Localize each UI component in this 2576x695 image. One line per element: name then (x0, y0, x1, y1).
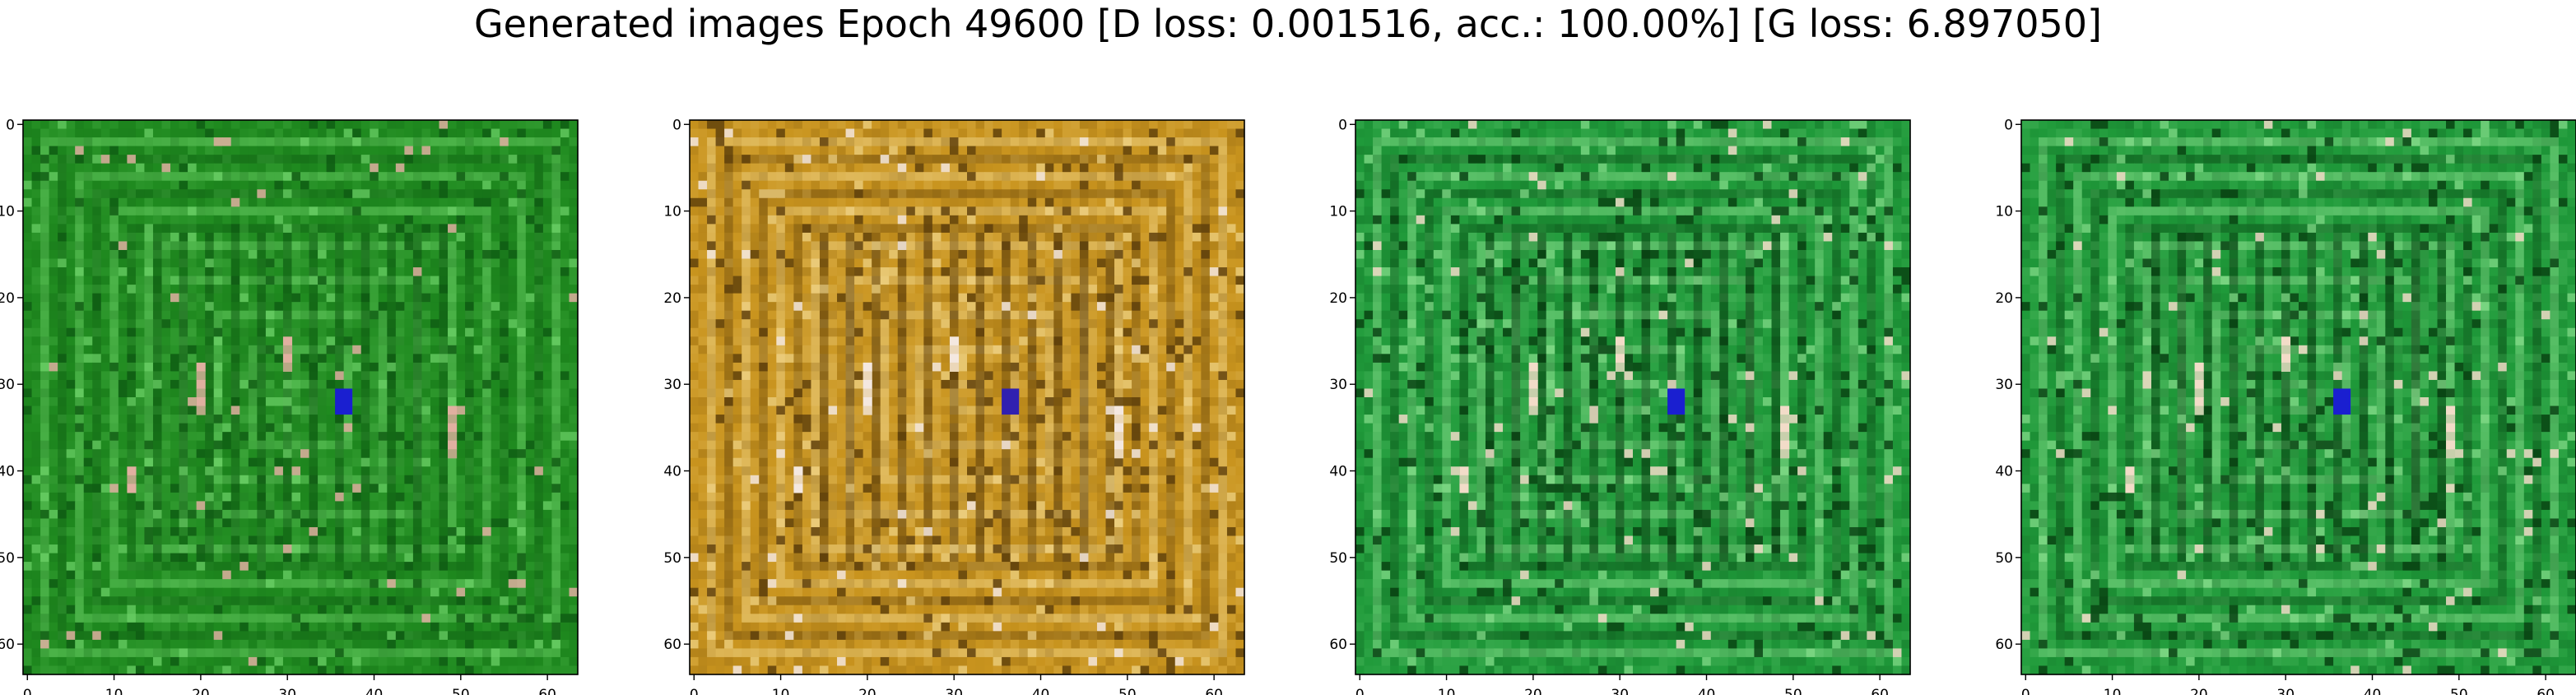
generated-image-4 (2021, 120, 2576, 675)
x-tick-label: 30 (945, 687, 963, 695)
x-tick-label: 50 (2450, 687, 2468, 695)
x-tick-label: 40 (1032, 687, 1050, 695)
x-tick-label: 10 (772, 687, 790, 695)
x-tick-label: 0 (23, 687, 32, 695)
y-tick-label: 20 (663, 290, 681, 307)
y-tick-label: 40 (1329, 464, 1347, 480)
axes-frame (689, 119, 1245, 675)
x-tick-label: 0 (690, 687, 699, 695)
y-tick-label: 10 (0, 204, 15, 220)
x-tick-label: 30 (1611, 687, 1629, 695)
y-tick-label: 60 (663, 637, 681, 653)
x-tick-label: 20 (2190, 687, 2208, 695)
axes-frame (2020, 119, 2576, 675)
y-tick-label: 20 (1329, 290, 1347, 307)
y-tick-label: 50 (1329, 550, 1347, 567)
subplot-2: 0 10 20 30 40 50 60 0 10 20 30 40 50 60 (663, 117, 1245, 695)
generated-image-3 (1355, 120, 1911, 675)
y-tick-label: 0 (2004, 117, 2013, 133)
x-tick-label: 40 (1698, 687, 1716, 695)
generated-image-1 (23, 120, 579, 675)
y-tick-label: 30 (663, 377, 681, 393)
subplot-1: 0 10 20 30 40 50 60 0 10 20 30 40 50 60 (0, 117, 579, 695)
y-tick-label: 0 (6, 117, 15, 133)
x-tick-label: 20 (1524, 687, 1542, 695)
y-tick-label: 50 (663, 550, 681, 567)
generated-image-2 (690, 120, 1245, 675)
subplot-3: 0 10 20 30 40 50 60 0 10 20 30 40 50 60 (1329, 117, 1911, 695)
y-tick-label: 60 (1995, 637, 2013, 653)
y-tick-label: 20 (1995, 290, 2013, 307)
y-tick-label: 10 (663, 204, 681, 220)
x-tick-label: 30 (2276, 687, 2295, 695)
y-tick-label: 40 (663, 464, 681, 480)
x-tick-label: 60 (1871, 687, 1889, 695)
y-tick-label: 20 (0, 290, 15, 307)
x-tick-label: 40 (365, 687, 384, 695)
x-tick-label: 60 (538, 687, 556, 695)
axes-frame (22, 119, 579, 675)
y-tick-label: 0 (672, 117, 681, 133)
y-tick-label: 50 (1995, 550, 2013, 567)
x-tick-label: 50 (1118, 687, 1137, 695)
x-tick-label: 20 (858, 687, 876, 695)
x-tick-label: 40 (2364, 687, 2382, 695)
y-tick-label: 10 (1995, 204, 2013, 220)
figure-title: Generated images Epoch 49600 [D loss: 0.… (473, 2, 2103, 46)
x-tick-label: 0 (2021, 687, 2030, 695)
x-tick-label: 50 (1784, 687, 1802, 695)
x-tick-label: 10 (1438, 687, 1456, 695)
y-tick-label: 30 (1995, 377, 2013, 393)
x-tick-label: 0 (1355, 687, 1365, 695)
x-tick-label: 60 (1205, 687, 1223, 695)
y-tick-label: 60 (0, 637, 15, 653)
x-tick-label: 50 (452, 687, 470, 695)
x-tick-label: 60 (2536, 687, 2555, 695)
y-tick-label: 0 (1338, 117, 1347, 133)
y-tick-label: 30 (0, 377, 15, 393)
x-tick-label: 20 (192, 687, 210, 695)
subplot-4: 0 10 20 30 40 50 60 0 10 20 30 40 50 60 (1995, 117, 2576, 695)
y-tick-label: 40 (0, 464, 15, 480)
y-tick-label: 30 (1329, 377, 1347, 393)
y-tick-label: 10 (1329, 204, 1347, 220)
x-tick-label: 10 (2104, 687, 2122, 695)
x-tick-label: 10 (105, 687, 123, 695)
y-tick-label: 40 (1995, 464, 2013, 480)
axes-frame (1355, 119, 1911, 675)
y-tick-label: 50 (0, 550, 15, 567)
x-tick-label: 30 (278, 687, 296, 695)
y-tick-label: 60 (1329, 637, 1347, 653)
